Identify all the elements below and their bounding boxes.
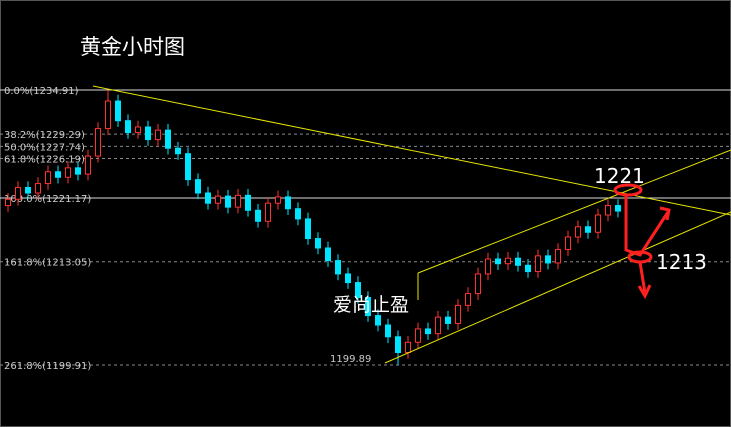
candle-body: [605, 205, 611, 216]
candle-body: [175, 147, 181, 155]
candle-body: [565, 236, 571, 251]
candle-body: [545, 255, 551, 264]
arrow-path: [638, 261, 647, 294]
candle-body: [105, 100, 111, 130]
channel-lower: [384, 211, 731, 364]
candle-body: [235, 194, 241, 208]
candle-body: [85, 155, 91, 175]
candle-body: [445, 316, 451, 324]
candle-body: [455, 304, 461, 324]
candle-body: [475, 273, 481, 295]
candle-body: [615, 205, 621, 212]
fib-label: 50.0%(1227.74): [4, 142, 85, 153]
candle-body: [385, 324, 391, 338]
arrow-path: [624, 195, 670, 257]
candle-body: [5, 198, 11, 207]
candle-body: [225, 195, 231, 208]
candle-body: [505, 257, 511, 265]
candle-body: [55, 171, 61, 178]
fib-label: 38.2%(1229.29): [4, 130, 85, 141]
candle-body: [185, 153, 191, 181]
candle-body: [515, 257, 521, 266]
candle-body: [575, 226, 581, 238]
candle-body: [275, 196, 281, 204]
candle-body: [25, 186, 31, 194]
fib-label: 261.8%(1199.91): [4, 361, 91, 372]
candle-body: [165, 129, 171, 149]
fib-label: 61.8%(1226.19): [4, 154, 85, 165]
candle-body: [45, 171, 51, 185]
fib-label: 0.0%(1234.91): [4, 86, 79, 97]
candle-body: [95, 128, 101, 157]
candle-body: [15, 186, 21, 200]
candle-body: [555, 249, 561, 264]
candle-body: [285, 196, 291, 210]
candle-body: [335, 260, 341, 275]
arrow-head: [659, 206, 671, 221]
channel-upper: [417, 149, 731, 274]
candle-body: [215, 195, 221, 204]
candle-body: [485, 258, 491, 275]
candle-body: [35, 183, 41, 194]
candle-body: [325, 247, 331, 262]
candle-body: [75, 167, 81, 175]
candle-body: [245, 194, 251, 211]
candle-body: [115, 100, 121, 122]
candle-body: [135, 126, 141, 133]
candle-body: [435, 316, 441, 335]
candle-body: [345, 273, 351, 284]
trend-lines: [92, 85, 731, 364]
candle-body: [365, 297, 371, 317]
candle-body: [495, 258, 501, 265]
candle-body: [145, 126, 151, 141]
annotation: 1199.89: [330, 354, 371, 365]
candle-body: [405, 341, 411, 354]
candle-body: [305, 218, 311, 240]
annotation: 1221: [594, 164, 645, 188]
circle-mark: [613, 183, 643, 197]
candle-body: [255, 209, 261, 222]
candle-body: [585, 226, 591, 233]
candle-body: [465, 293, 471, 306]
candle-body: [415, 328, 421, 343]
candle-body: [65, 167, 71, 178]
candle-body: [595, 214, 601, 233]
fib-label: 161.8%(1213.05): [4, 258, 91, 269]
candle-body: [125, 120, 131, 133]
annotation: 1213: [656, 250, 707, 274]
candle-body: [425, 328, 431, 335]
candle-body: [535, 255, 541, 273]
candle-body: [155, 129, 161, 141]
candle-body: [355, 282, 361, 299]
candle-body: [195, 179, 201, 194]
red-drawings: [613, 183, 671, 300]
chart-title: 黄金小时图: [80, 35, 185, 59]
candle-body: [525, 264, 531, 273]
candle-body: [205, 192, 211, 204]
watermark: 爱尚止盈: [333, 294, 409, 316]
fib-label: 100.0%(1221.17): [4, 194, 91, 205]
candle-body: [315, 238, 321, 249]
candle-body: [375, 315, 381, 326]
candle-body: [395, 336, 401, 354]
candle-body: [295, 208, 301, 220]
arrow-head: [637, 284, 652, 300]
candle-body: [265, 202, 271, 222]
